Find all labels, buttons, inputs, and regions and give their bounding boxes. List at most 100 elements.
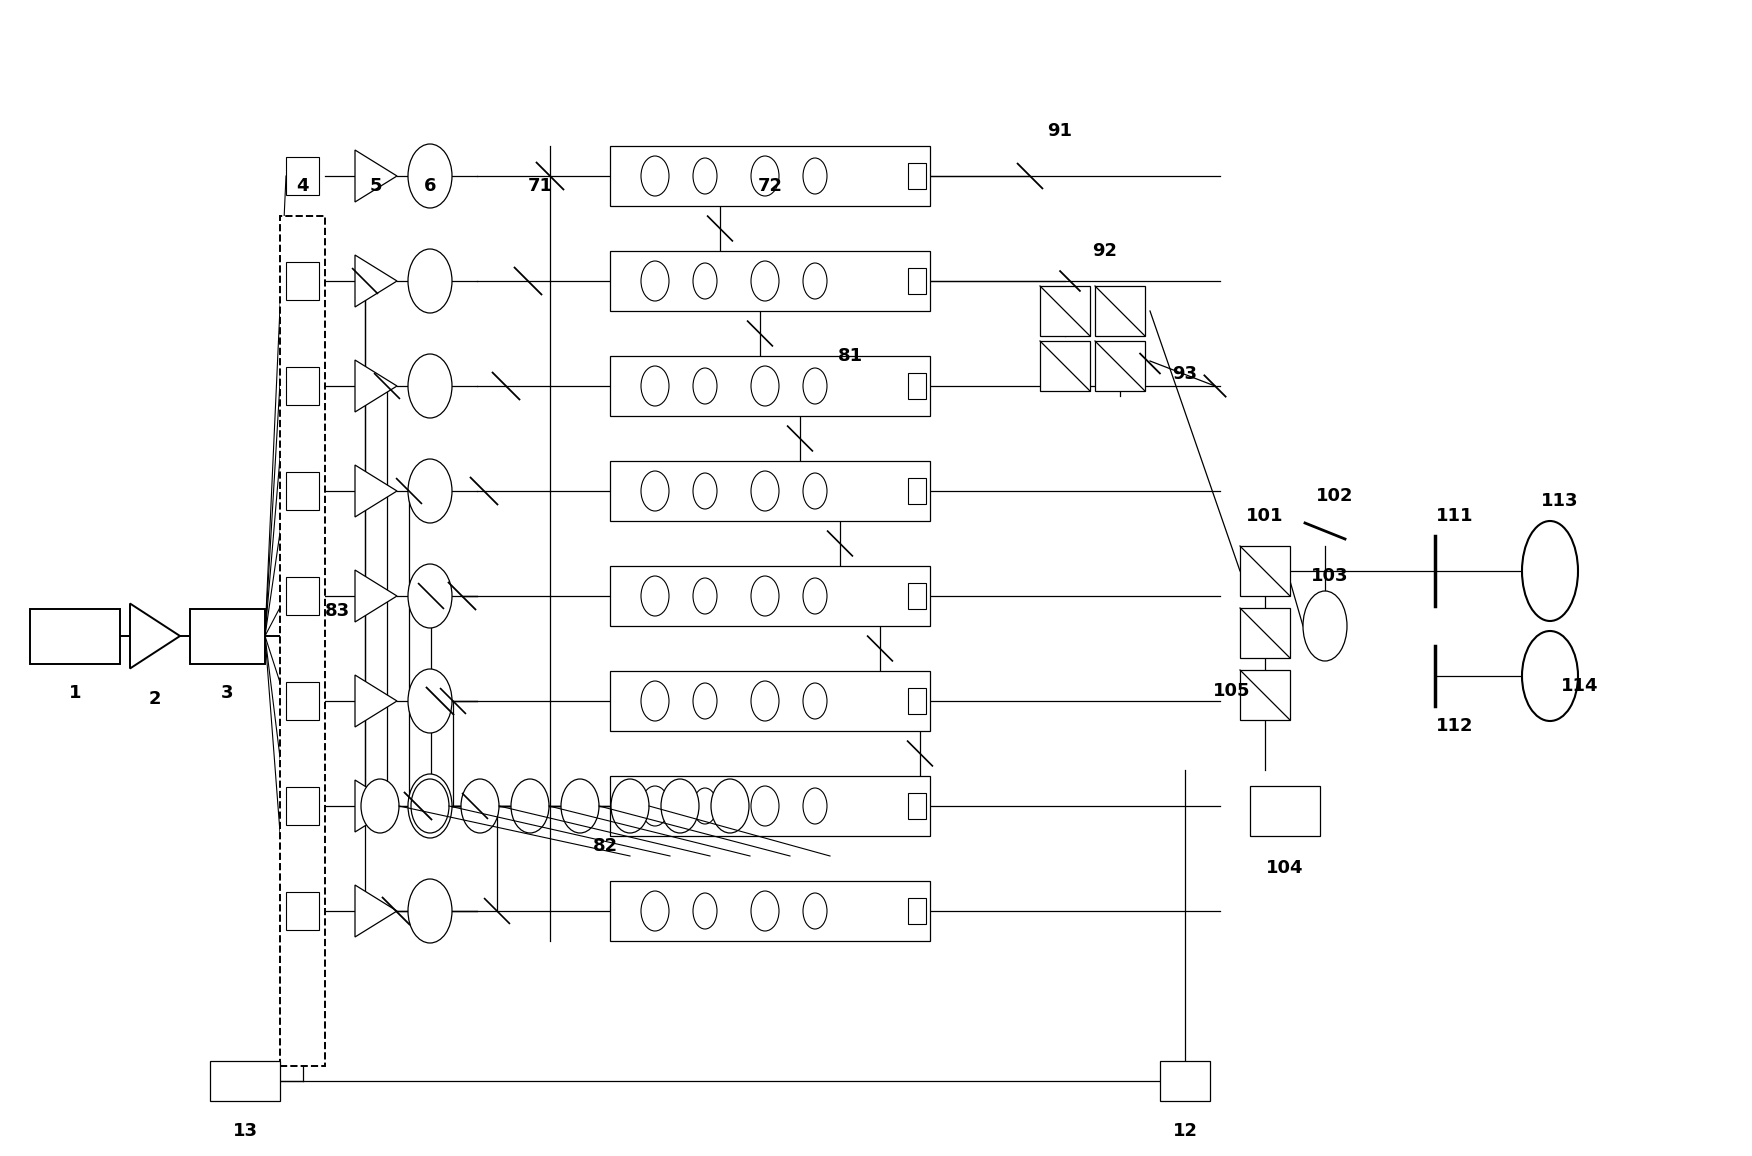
Text: 91: 91 [1048,123,1072,140]
Bar [908,373,927,399]
Ellipse shape [752,891,780,931]
Bar [908,898,927,924]
Text: 81: 81 [837,347,862,365]
Bar [908,583,927,609]
Text: 114: 114 [1561,677,1600,695]
Bar [610,461,930,521]
Ellipse shape [802,578,827,614]
Ellipse shape [694,158,717,194]
Ellipse shape [461,779,499,833]
Ellipse shape [408,564,452,628]
Bar [1240,670,1289,720]
Ellipse shape [802,264,827,299]
Ellipse shape [694,683,717,719]
Ellipse shape [694,788,717,824]
Polygon shape [356,255,398,307]
Text: 111: 111 [1437,507,1473,525]
Bar [189,608,265,664]
Ellipse shape [752,681,780,721]
Bar [610,566,930,627]
Bar [1095,341,1146,391]
Ellipse shape [694,473,717,509]
Text: 2: 2 [149,689,161,707]
Ellipse shape [408,144,452,208]
Bar [286,577,319,615]
Ellipse shape [408,669,452,733]
Ellipse shape [512,779,548,833]
Polygon shape [356,885,398,938]
Bar [908,688,927,714]
Ellipse shape [408,249,452,313]
Polygon shape [130,603,180,668]
Ellipse shape [408,354,452,418]
Text: 92: 92 [1093,242,1118,260]
Bar [280,216,326,1066]
Ellipse shape [752,576,780,616]
Bar [1249,786,1319,836]
Ellipse shape [361,779,399,833]
Text: 93: 93 [1172,364,1198,383]
Text: 112: 112 [1437,717,1473,735]
Bar [286,682,319,720]
Ellipse shape [412,779,449,833]
Ellipse shape [711,779,750,833]
Ellipse shape [752,156,780,197]
Ellipse shape [694,892,717,929]
Bar [286,366,319,405]
Bar [286,472,319,510]
Text: 6: 6 [424,177,436,195]
Bar [286,262,319,301]
Ellipse shape [1522,521,1579,621]
Ellipse shape [1522,631,1579,721]
Text: 104: 104 [1267,859,1303,877]
Ellipse shape [694,264,717,299]
Polygon shape [356,360,398,412]
Ellipse shape [641,576,669,616]
Text: 83: 83 [324,602,350,620]
Ellipse shape [561,779,599,833]
Ellipse shape [752,366,780,406]
Bar [610,776,930,836]
Text: 4: 4 [296,177,308,195]
Bar [908,268,927,294]
Text: 3: 3 [221,684,233,703]
Ellipse shape [661,779,699,833]
Bar [286,892,319,929]
Ellipse shape [641,261,669,301]
Ellipse shape [802,473,827,509]
Ellipse shape [641,366,669,406]
Text: 72: 72 [757,177,783,195]
Bar [1240,608,1289,658]
Bar [610,670,930,731]
Bar [610,881,930,941]
Bar [610,251,930,311]
Ellipse shape [611,779,648,833]
Bar [1160,1061,1211,1101]
Polygon shape [356,675,398,727]
Text: 82: 82 [592,837,617,855]
Text: 105: 105 [1212,682,1251,701]
Bar [210,1061,280,1101]
Ellipse shape [641,681,669,721]
Polygon shape [356,570,398,622]
Ellipse shape [752,470,780,511]
Bar [610,146,930,206]
Text: 102: 102 [1316,487,1354,505]
Ellipse shape [1303,591,1347,661]
Text: 113: 113 [1542,492,1579,510]
Text: 12: 12 [1172,1122,1198,1140]
Bar [610,356,930,416]
Ellipse shape [694,368,717,403]
Ellipse shape [641,156,669,197]
Bar [908,163,927,188]
Polygon shape [356,780,398,832]
Ellipse shape [408,879,452,943]
Bar [30,608,119,664]
Text: 71: 71 [527,177,552,195]
Text: 5: 5 [370,177,382,195]
Ellipse shape [802,368,827,403]
Bar [1041,286,1090,336]
Ellipse shape [641,470,669,511]
Text: 1: 1 [68,684,81,703]
Bar [1041,341,1090,391]
